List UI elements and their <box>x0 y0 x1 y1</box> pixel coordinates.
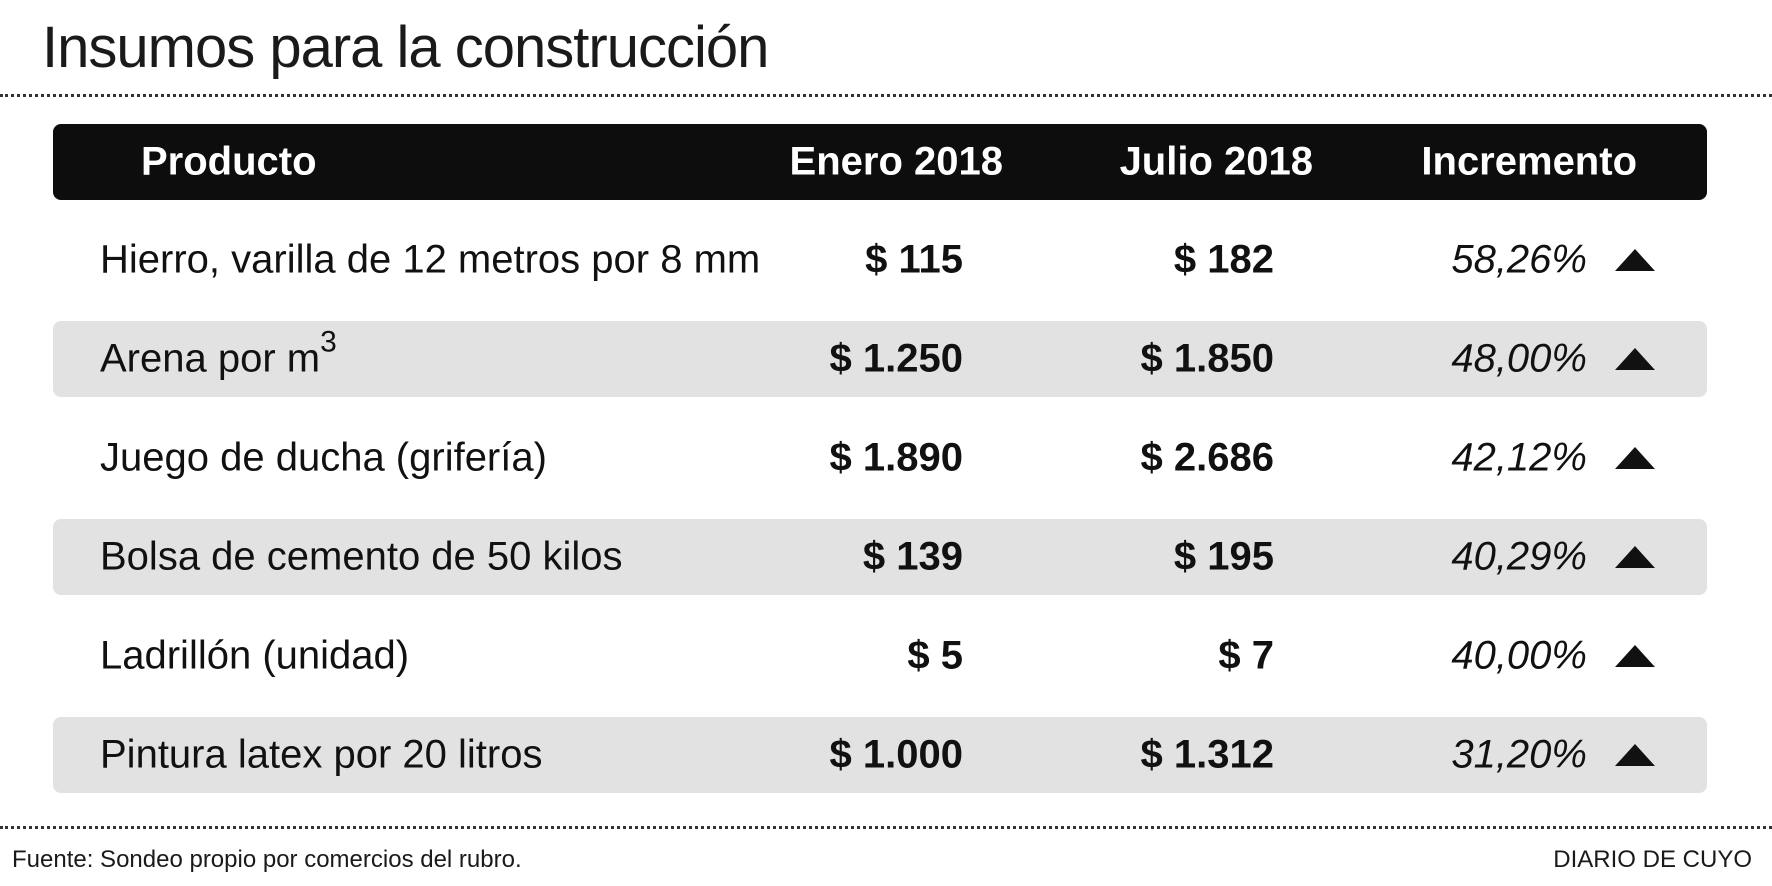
table-row: Hierro, varilla de 12 metros por 8 mm $ 1… <box>53 222 1707 298</box>
triangle-up-icon <box>1615 447 1655 469</box>
cell-july-price: $ 195 <box>1173 534 1274 579</box>
source-note: Fuente: Sondeo propio por comercios del … <box>12 846 522 873</box>
cell-july-price: $ 182 <box>1173 237 1274 282</box>
cell-increase: 48,00% <box>1451 336 1587 381</box>
cell-increase: 40,29% <box>1451 534 1587 579</box>
table-row: Pintura latex por 20 litros $ 1.000 $ 1.31… <box>53 717 1707 793</box>
chart-title: Insumos para la construcción <box>42 15 769 80</box>
table-row: Ladrillón (unidad) $ 5 $ 7 40,00% <box>53 618 1707 694</box>
cell-product: Arena por m3 <box>100 327 337 382</box>
bottom-divider <box>0 826 1772 829</box>
cell-january-price: $ 139 <box>862 534 963 579</box>
triangle-up-icon <box>1615 546 1655 568</box>
table-row: Bolsa de cemento de 50 kilos $ 139 $ 195 40… <box>53 519 1707 595</box>
product-label: Ladrillón (unidad) <box>100 633 410 678</box>
cell-january-price: $ 1.250 <box>829 336 963 381</box>
cell-product: Hierro, varilla de 12 metros por 8 mm <box>100 238 760 283</box>
cell-increase: 31,20% <box>1451 732 1587 777</box>
publisher-brand: DIARIO DE CUYO <box>1553 846 1752 873</box>
product-label: Pintura latex por 20 litros <box>100 732 543 777</box>
price-table: Producto Enero 2018 Julio 2018 Increment… <box>53 124 1707 816</box>
cell-january-price: $ 1.000 <box>829 732 963 777</box>
cell-product: Ladrillón (unidad) <box>100 634 409 679</box>
cell-july-price: $ 1.850 <box>1140 336 1274 381</box>
cell-increase: 58,26% <box>1451 237 1587 282</box>
product-label: Juego de ducha (grifería) <box>100 435 547 480</box>
table-header: Producto Enero 2018 Julio 2018 Increment… <box>53 124 1707 200</box>
header-july: Julio 2018 <box>1119 139 1313 184</box>
cell-increase: 40,00% <box>1451 633 1587 678</box>
header-january: Enero 2018 <box>789 139 1003 184</box>
cell-july-price: $ 7 <box>1218 633 1274 678</box>
header-product: Producto <box>141 139 317 184</box>
cell-january-price: $ 115 <box>865 237 963 282</box>
cell-product: Pintura latex por 20 litros <box>100 733 542 778</box>
cell-july-price: $ 1.312 <box>1140 732 1274 777</box>
top-divider <box>0 94 1772 97</box>
triangle-up-icon <box>1615 645 1655 667</box>
table-row: Arena por m3 $ 1.250 $ 1.850 48,00% <box>53 321 1707 397</box>
table-body: Hierro, varilla de 12 metros por 8 mm $ 1… <box>53 222 1707 793</box>
product-label: Bolsa de cemento de 50 kilos <box>100 534 623 579</box>
product-label: Hierro, varilla de 12 metros por 8 mm <box>100 237 761 282</box>
table-row: Juego de ducha (grifería) $ 1.890 $ 2.686 4… <box>53 420 1707 496</box>
unit-superscript: 3 <box>320 325 337 359</box>
cell-increase: 42,12% <box>1451 435 1587 480</box>
cell-product: Juego de ducha (grifería) <box>100 436 547 481</box>
header-increase: Incremento <box>1421 139 1637 184</box>
cell-product: Bolsa de cemento de 50 kilos <box>100 535 623 580</box>
cell-july-price: $ 2.686 <box>1140 435 1274 480</box>
triangle-up-icon <box>1615 348 1655 370</box>
cell-january-price: $ 5 <box>907 633 963 678</box>
triangle-up-icon <box>1615 744 1655 766</box>
triangle-up-icon <box>1615 249 1655 271</box>
product-label: Arena por m <box>100 336 321 381</box>
cell-january-price: $ 1.890 <box>829 435 963 480</box>
